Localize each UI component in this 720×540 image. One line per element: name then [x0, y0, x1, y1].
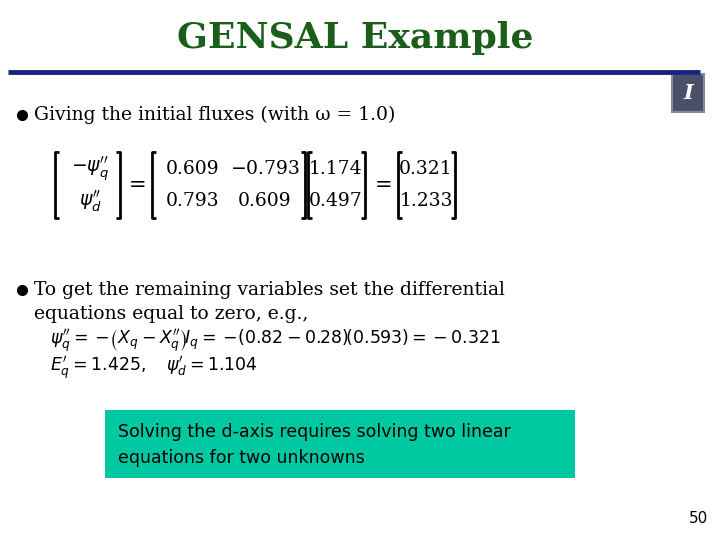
Text: 0.793: 0.793 — [166, 192, 220, 210]
Text: 0.609: 0.609 — [238, 192, 292, 210]
Text: 0.609: 0.609 — [166, 160, 220, 178]
Text: $\psi_q'' = -\!\left(X_q - X_q''\right)\!I_q= -\!\left(0.82 - 0.28\right)\!\left: $\psi_q'' = -\!\left(X_q - X_q''\right)\… — [50, 327, 500, 354]
Text: I: I — [683, 83, 693, 103]
Text: 0.321: 0.321 — [399, 160, 453, 178]
Text: Solving the d-axis requires solving two linear: Solving the d-axis requires solving two … — [118, 423, 510, 441]
Text: To get the remaining variables set the differential: To get the remaining variables set the d… — [34, 281, 505, 299]
Bar — [672, 74, 704, 112]
Text: =: = — [375, 175, 393, 195]
Text: =: = — [129, 175, 147, 195]
Text: 0.497: 0.497 — [309, 192, 363, 210]
Text: equations equal to zero, e.g.,: equations equal to zero, e.g., — [34, 305, 308, 323]
Text: equations for two unknowns: equations for two unknowns — [118, 449, 365, 467]
Text: $-$0.793: $-$0.793 — [230, 160, 300, 178]
Text: $-\psi_q''$: $-\psi_q''$ — [71, 154, 109, 184]
Text: 1.174: 1.174 — [309, 160, 363, 178]
Text: 1.233: 1.233 — [400, 192, 453, 210]
Bar — [105, 410, 575, 478]
Text: $\psi_d''$: $\psi_d''$ — [78, 188, 102, 214]
Text: GENSAL Example: GENSAL Example — [176, 21, 534, 55]
Text: Giving the initial fluxes (with ω = 1.0): Giving the initial fluxes (with ω = 1.0) — [34, 106, 395, 124]
Text: $E_q' = 1.425, \quad \psi_d' = 1.104$: $E_q' = 1.425, \quad \psi_d' = 1.104$ — [50, 354, 258, 382]
Text: 50: 50 — [689, 511, 708, 526]
